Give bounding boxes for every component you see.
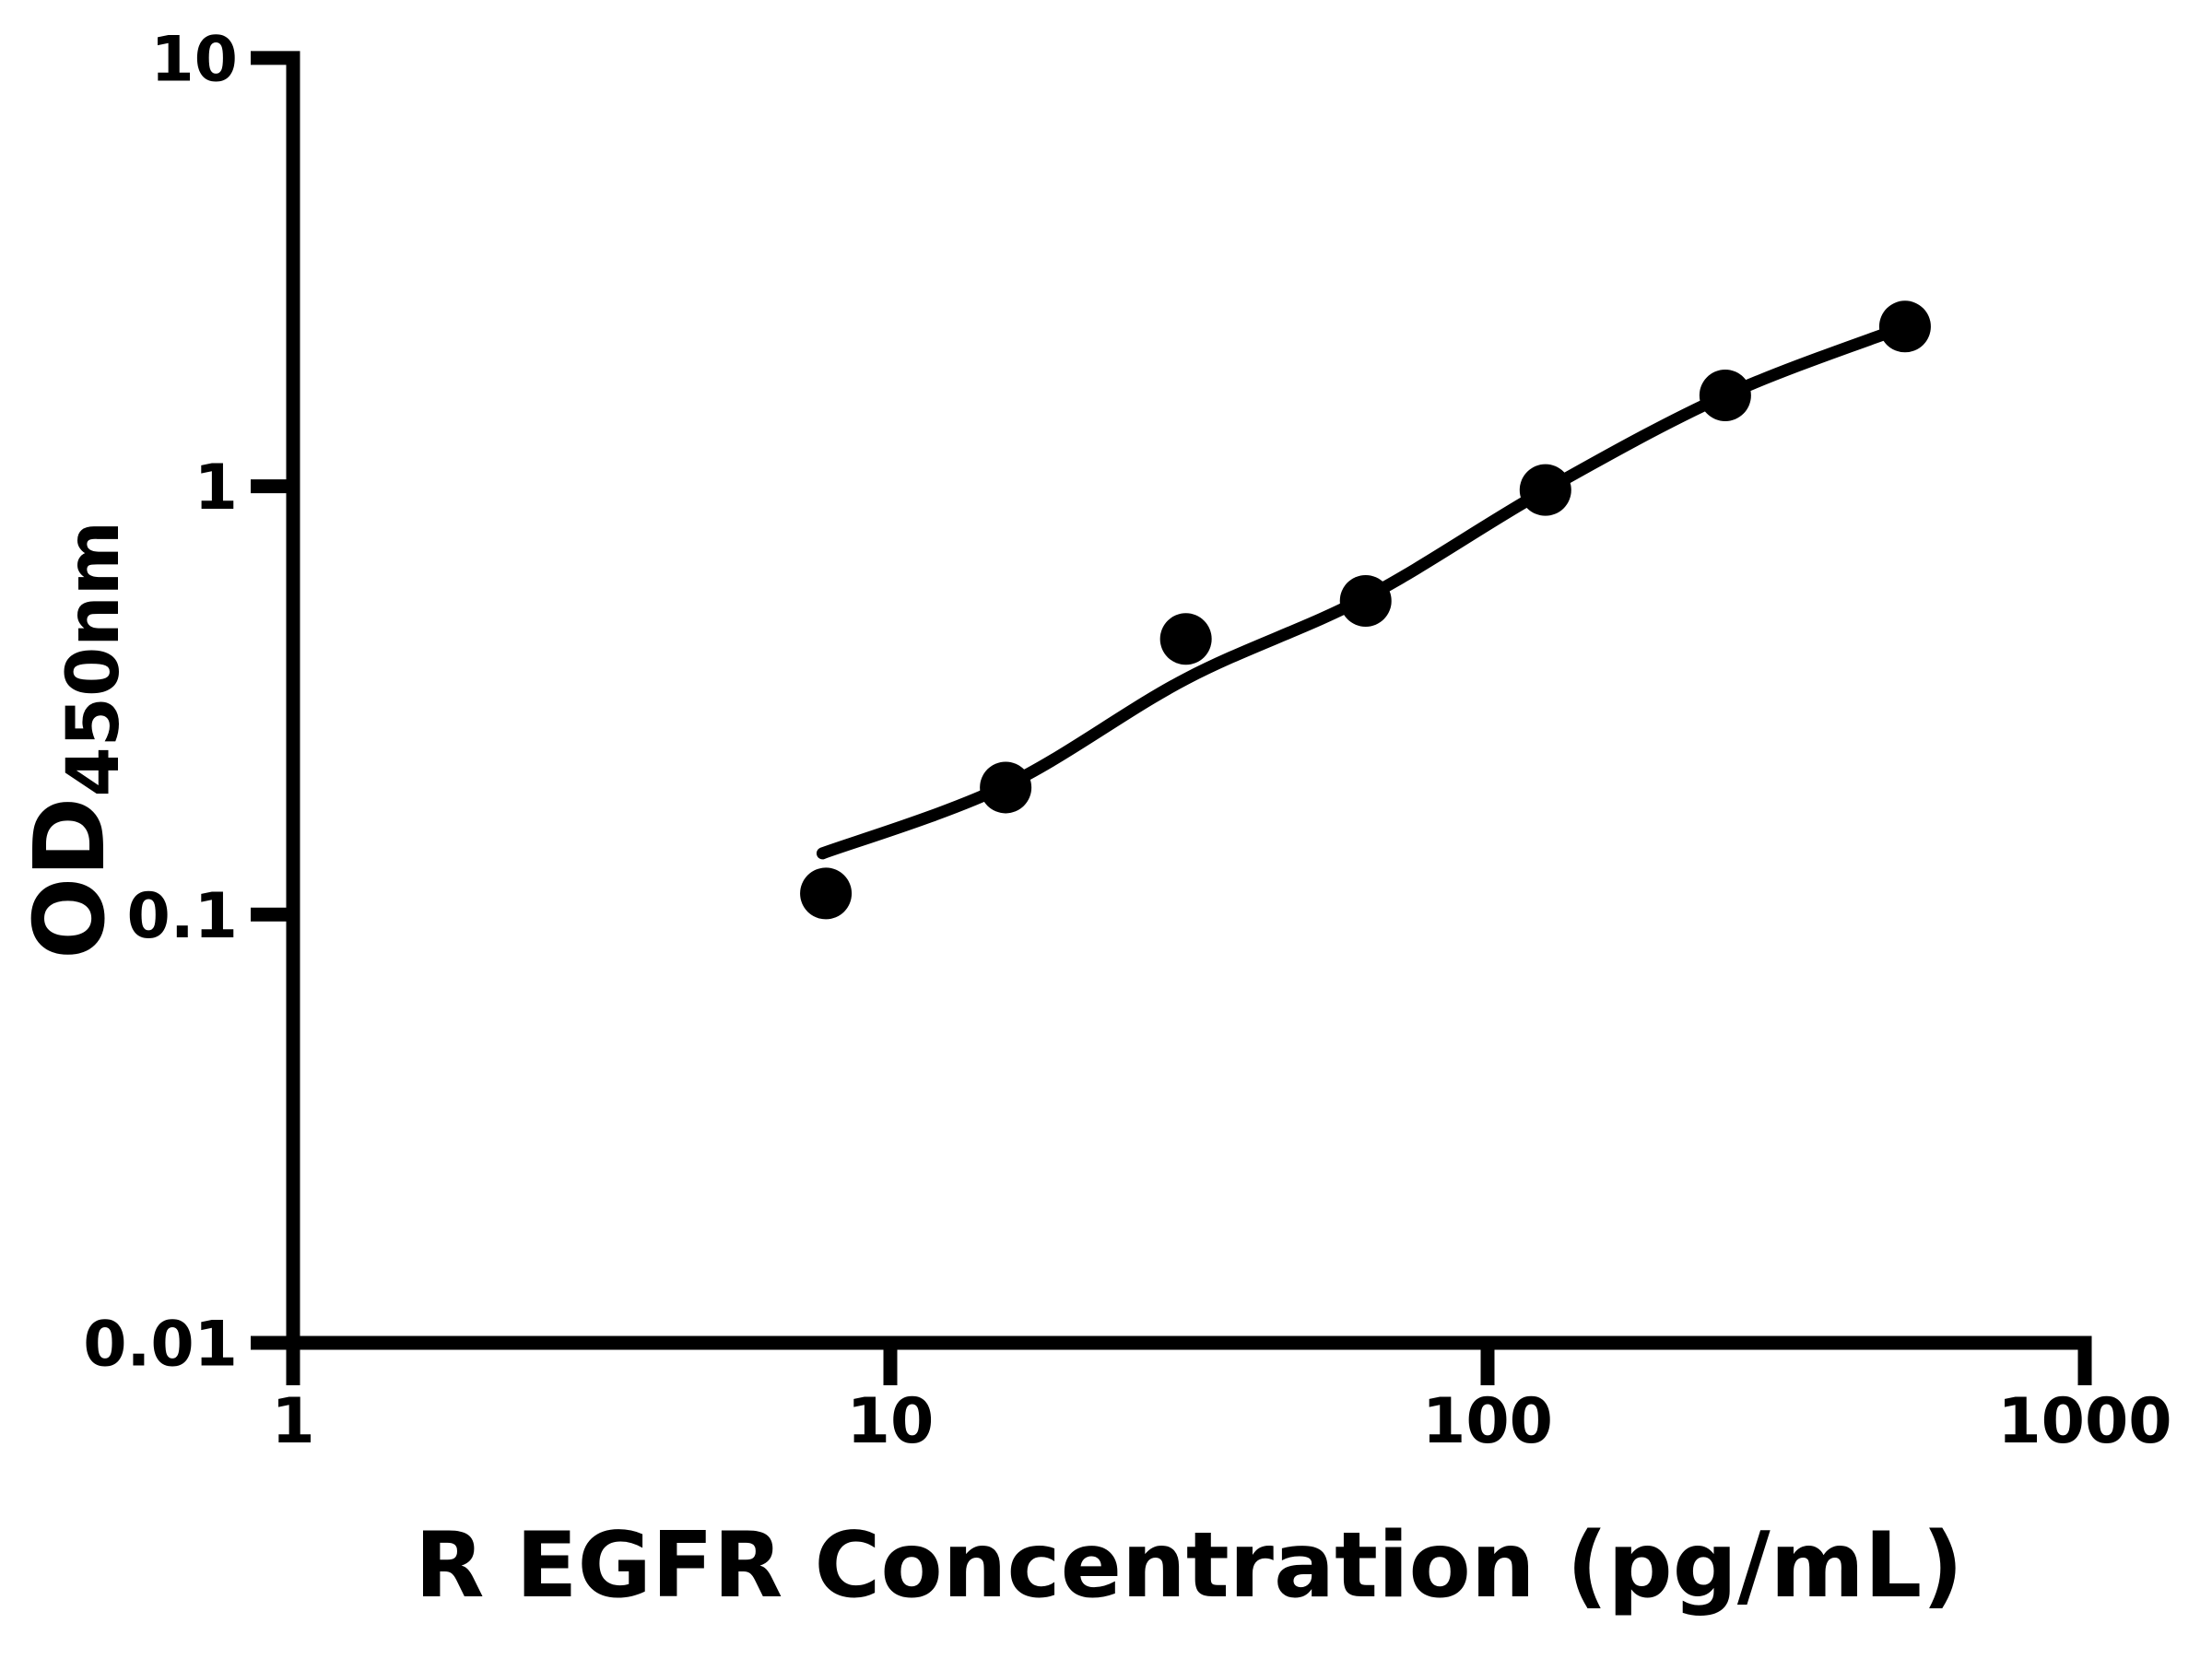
y-tick-label: 0.1: [127, 880, 238, 953]
y-tick-label: 1: [194, 452, 238, 524]
data-point: [1159, 613, 1212, 665]
y-tick-label: 0.01: [83, 1308, 238, 1381]
x-axis-title: R EGFR Concentration (pg/mL): [415, 1513, 1963, 1618]
x-tick-label: 1: [271, 1385, 314, 1458]
y-axis-title-subscript: 450nm: [53, 521, 135, 797]
data-point: [1519, 464, 1571, 516]
data-point: [980, 761, 1032, 814]
x-tick-label: 1000: [1997, 1385, 2171, 1458]
y-tick-label: 10: [150, 23, 238, 96]
y-axis-title: OD450nm: [14, 521, 135, 959]
x-tick-label: 100: [1422, 1385, 1553, 1458]
data-point: [800, 867, 853, 920]
data-point: [1878, 300, 1931, 353]
axis-spine: [251, 51, 2092, 1385]
x-tick-label: 10: [847, 1385, 935, 1458]
y-axis-title-main: OD: [14, 797, 126, 959]
data-point: [1699, 369, 1751, 421]
data-point: [1339, 574, 1392, 627]
